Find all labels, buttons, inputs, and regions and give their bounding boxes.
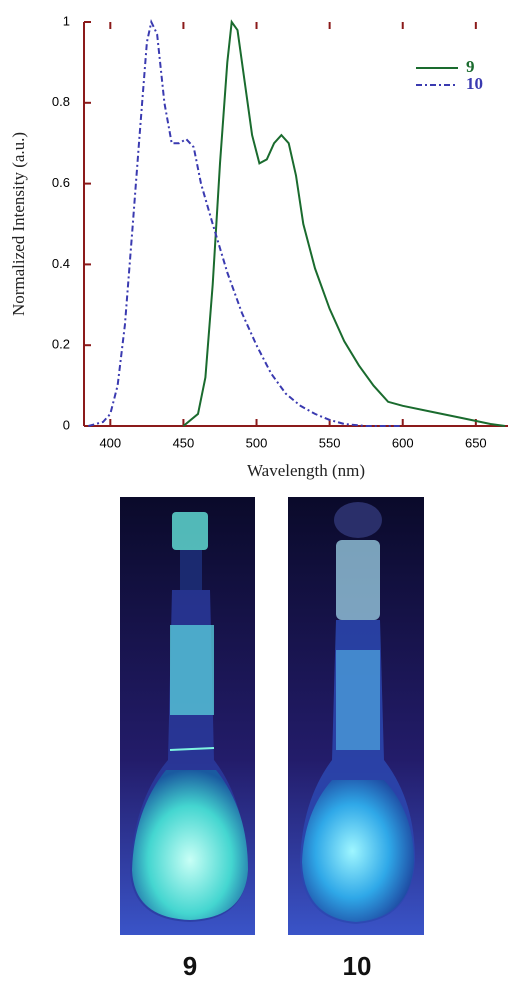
x-tick-label: 400 (99, 435, 121, 450)
photo-caption: 10 (343, 951, 372, 981)
y-tick-label: 0.8 (52, 94, 70, 109)
series-line (182, 19, 506, 427)
y-axis-title: Normalized Intensity (a.u.) (9, 132, 28, 316)
legend-label: 10 (466, 74, 483, 93)
y-tick-label: 1 (63, 13, 70, 28)
series-line (88, 18, 403, 427)
photo-9 (120, 497, 255, 935)
y-tick-label: 0.2 (52, 337, 70, 352)
legend-label: 9 (466, 57, 475, 76)
chart: 0 0.2 0.4 0.6 0.8 1 400 450 500 550 600 650 Waveleng… (9, 13, 508, 480)
photo-10 (288, 497, 424, 935)
x-tick-label: 600 (392, 435, 414, 450)
x-tick-label: 450 (173, 435, 195, 450)
y-tick-label: 0 (63, 417, 70, 432)
x-tick-label: 550 (319, 435, 341, 450)
x-tick-label: 500 (246, 435, 268, 450)
x-axis-title: Wavelength (nm) (247, 461, 365, 480)
photo-caption: 9 (183, 951, 197, 981)
x-tick-label: 650 (465, 435, 487, 450)
y-tick-label: 0.6 (52, 175, 70, 190)
y-tick-label: 0.4 (52, 256, 70, 271)
